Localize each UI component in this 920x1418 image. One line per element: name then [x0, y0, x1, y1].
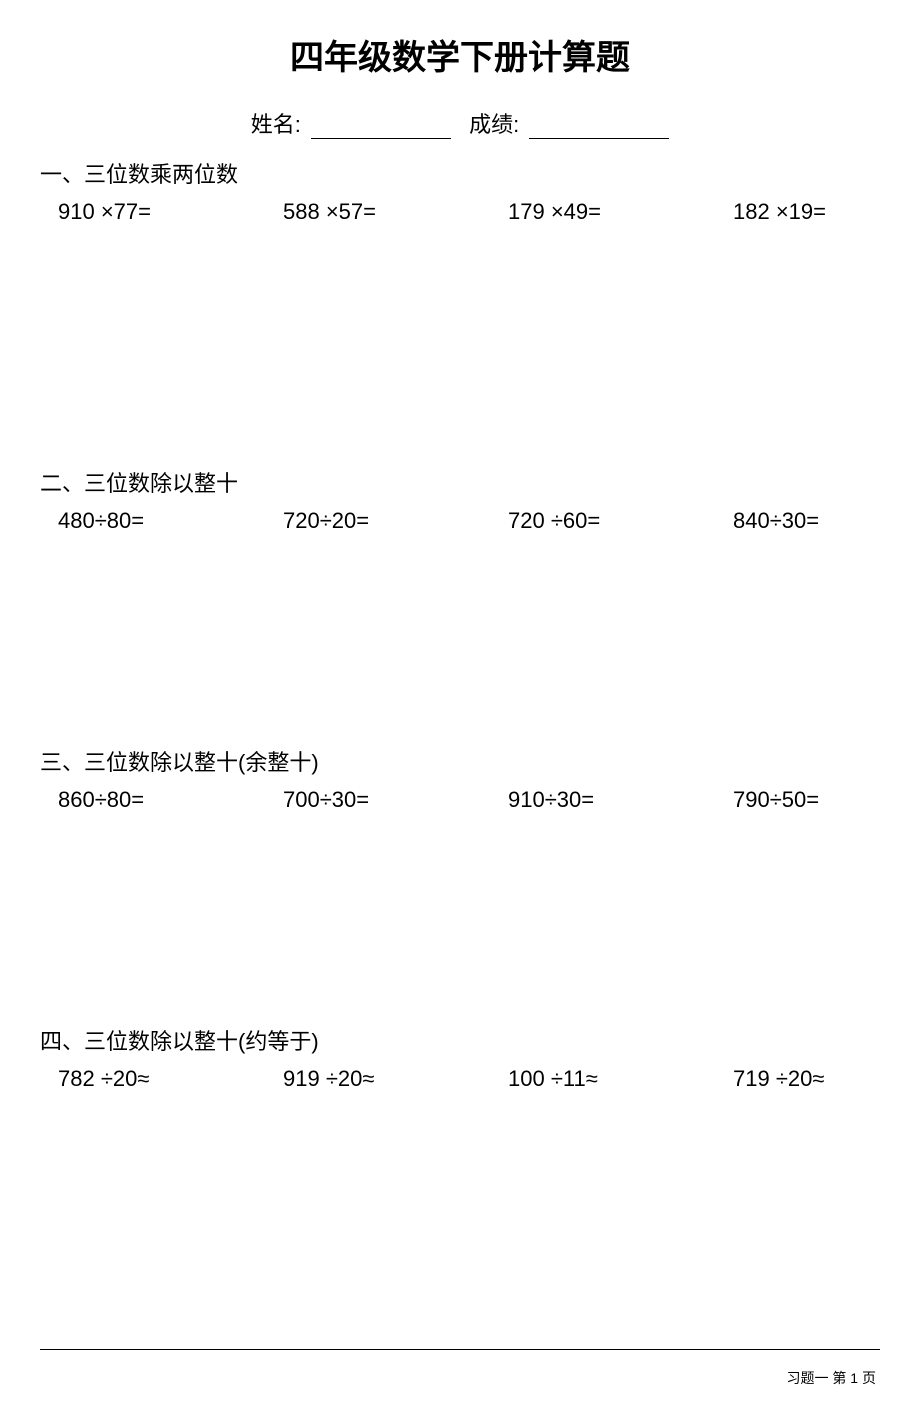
section-title: 四、三位数除以整十(约等于) — [40, 1024, 880, 1056]
math-problem: 720÷20= — [283, 508, 508, 534]
student-info-row: 姓名: 成绩: — [40, 107, 880, 139]
problem-row: 480÷80=720÷20=720 ÷60=840÷30= — [40, 508, 880, 534]
score-field: 成绩: — [469, 107, 669, 139]
math-problem: 720 ÷60= — [508, 508, 733, 534]
math-problem: 910÷30= — [508, 787, 733, 813]
math-problem: 910 ×77= — [58, 199, 283, 225]
math-problem: 700÷30= — [283, 787, 508, 813]
math-problem: 480÷80= — [58, 508, 283, 534]
page-number: 习题一 第 1 页 — [40, 1368, 880, 1388]
work-space — [40, 233, 880, 458]
problem-row: 910 ×77=588 ×57=179 ×49=182 ×19= — [40, 199, 880, 225]
math-problem: 100 ÷11≈ — [508, 1066, 733, 1092]
work-space — [40, 542, 880, 737]
math-problem: 840÷30= — [733, 508, 920, 534]
sections-container: 一、三位数乘两位数 910 ×77=588 ×57=179 ×49=182 ×19… — [40, 157, 880, 1092]
math-problem: 719 ÷20≈ — [733, 1066, 920, 1092]
math-problem: 919 ÷20≈ — [283, 1066, 508, 1092]
score-label: 成绩: — [469, 112, 519, 137]
footer-divider — [40, 1349, 880, 1350]
section-title: 二、三位数除以整十 — [40, 466, 880, 498]
section-title: 一、三位数乘两位数 — [40, 157, 880, 189]
math-problem: 790÷50= — [733, 787, 920, 813]
page-footer: 习题一 第 1 页 — [40, 1349, 880, 1388]
section-title: 三、三位数除以整十(余整十) — [40, 745, 880, 777]
math-problem: 588 ×57= — [283, 199, 508, 225]
name-field: 姓名: — [251, 107, 451, 139]
score-blank — [529, 117, 669, 139]
math-problem: 782 ÷20≈ — [58, 1066, 283, 1092]
worksheet-title: 四年级数学下册计算题 — [40, 30, 880, 79]
section: 二、三位数除以整十 480÷80=720÷20=720 ÷60=840÷30= — [40, 466, 880, 737]
name-blank — [311, 117, 451, 139]
name-label: 姓名: — [251, 112, 301, 137]
section: 一、三位数乘两位数 910 ×77=588 ×57=179 ×49=182 ×19… — [40, 157, 880, 458]
section: 四、三位数除以整十(约等于) 782 ÷20≈919 ÷20≈100 ÷11≈71… — [40, 1024, 880, 1092]
work-space — [40, 821, 880, 1016]
math-problem: 860÷80= — [58, 787, 283, 813]
math-problem: 179 ×49= — [508, 199, 733, 225]
section: 三、三位数除以整十(余整十) 860÷80=700÷30=910÷30=790÷5… — [40, 745, 880, 1016]
math-problem: 182 ×19= — [733, 199, 920, 225]
problem-row: 860÷80=700÷30=910÷30=790÷50= — [40, 787, 880, 813]
problem-row: 782 ÷20≈919 ÷20≈100 ÷11≈719 ÷20≈ — [40, 1066, 880, 1092]
